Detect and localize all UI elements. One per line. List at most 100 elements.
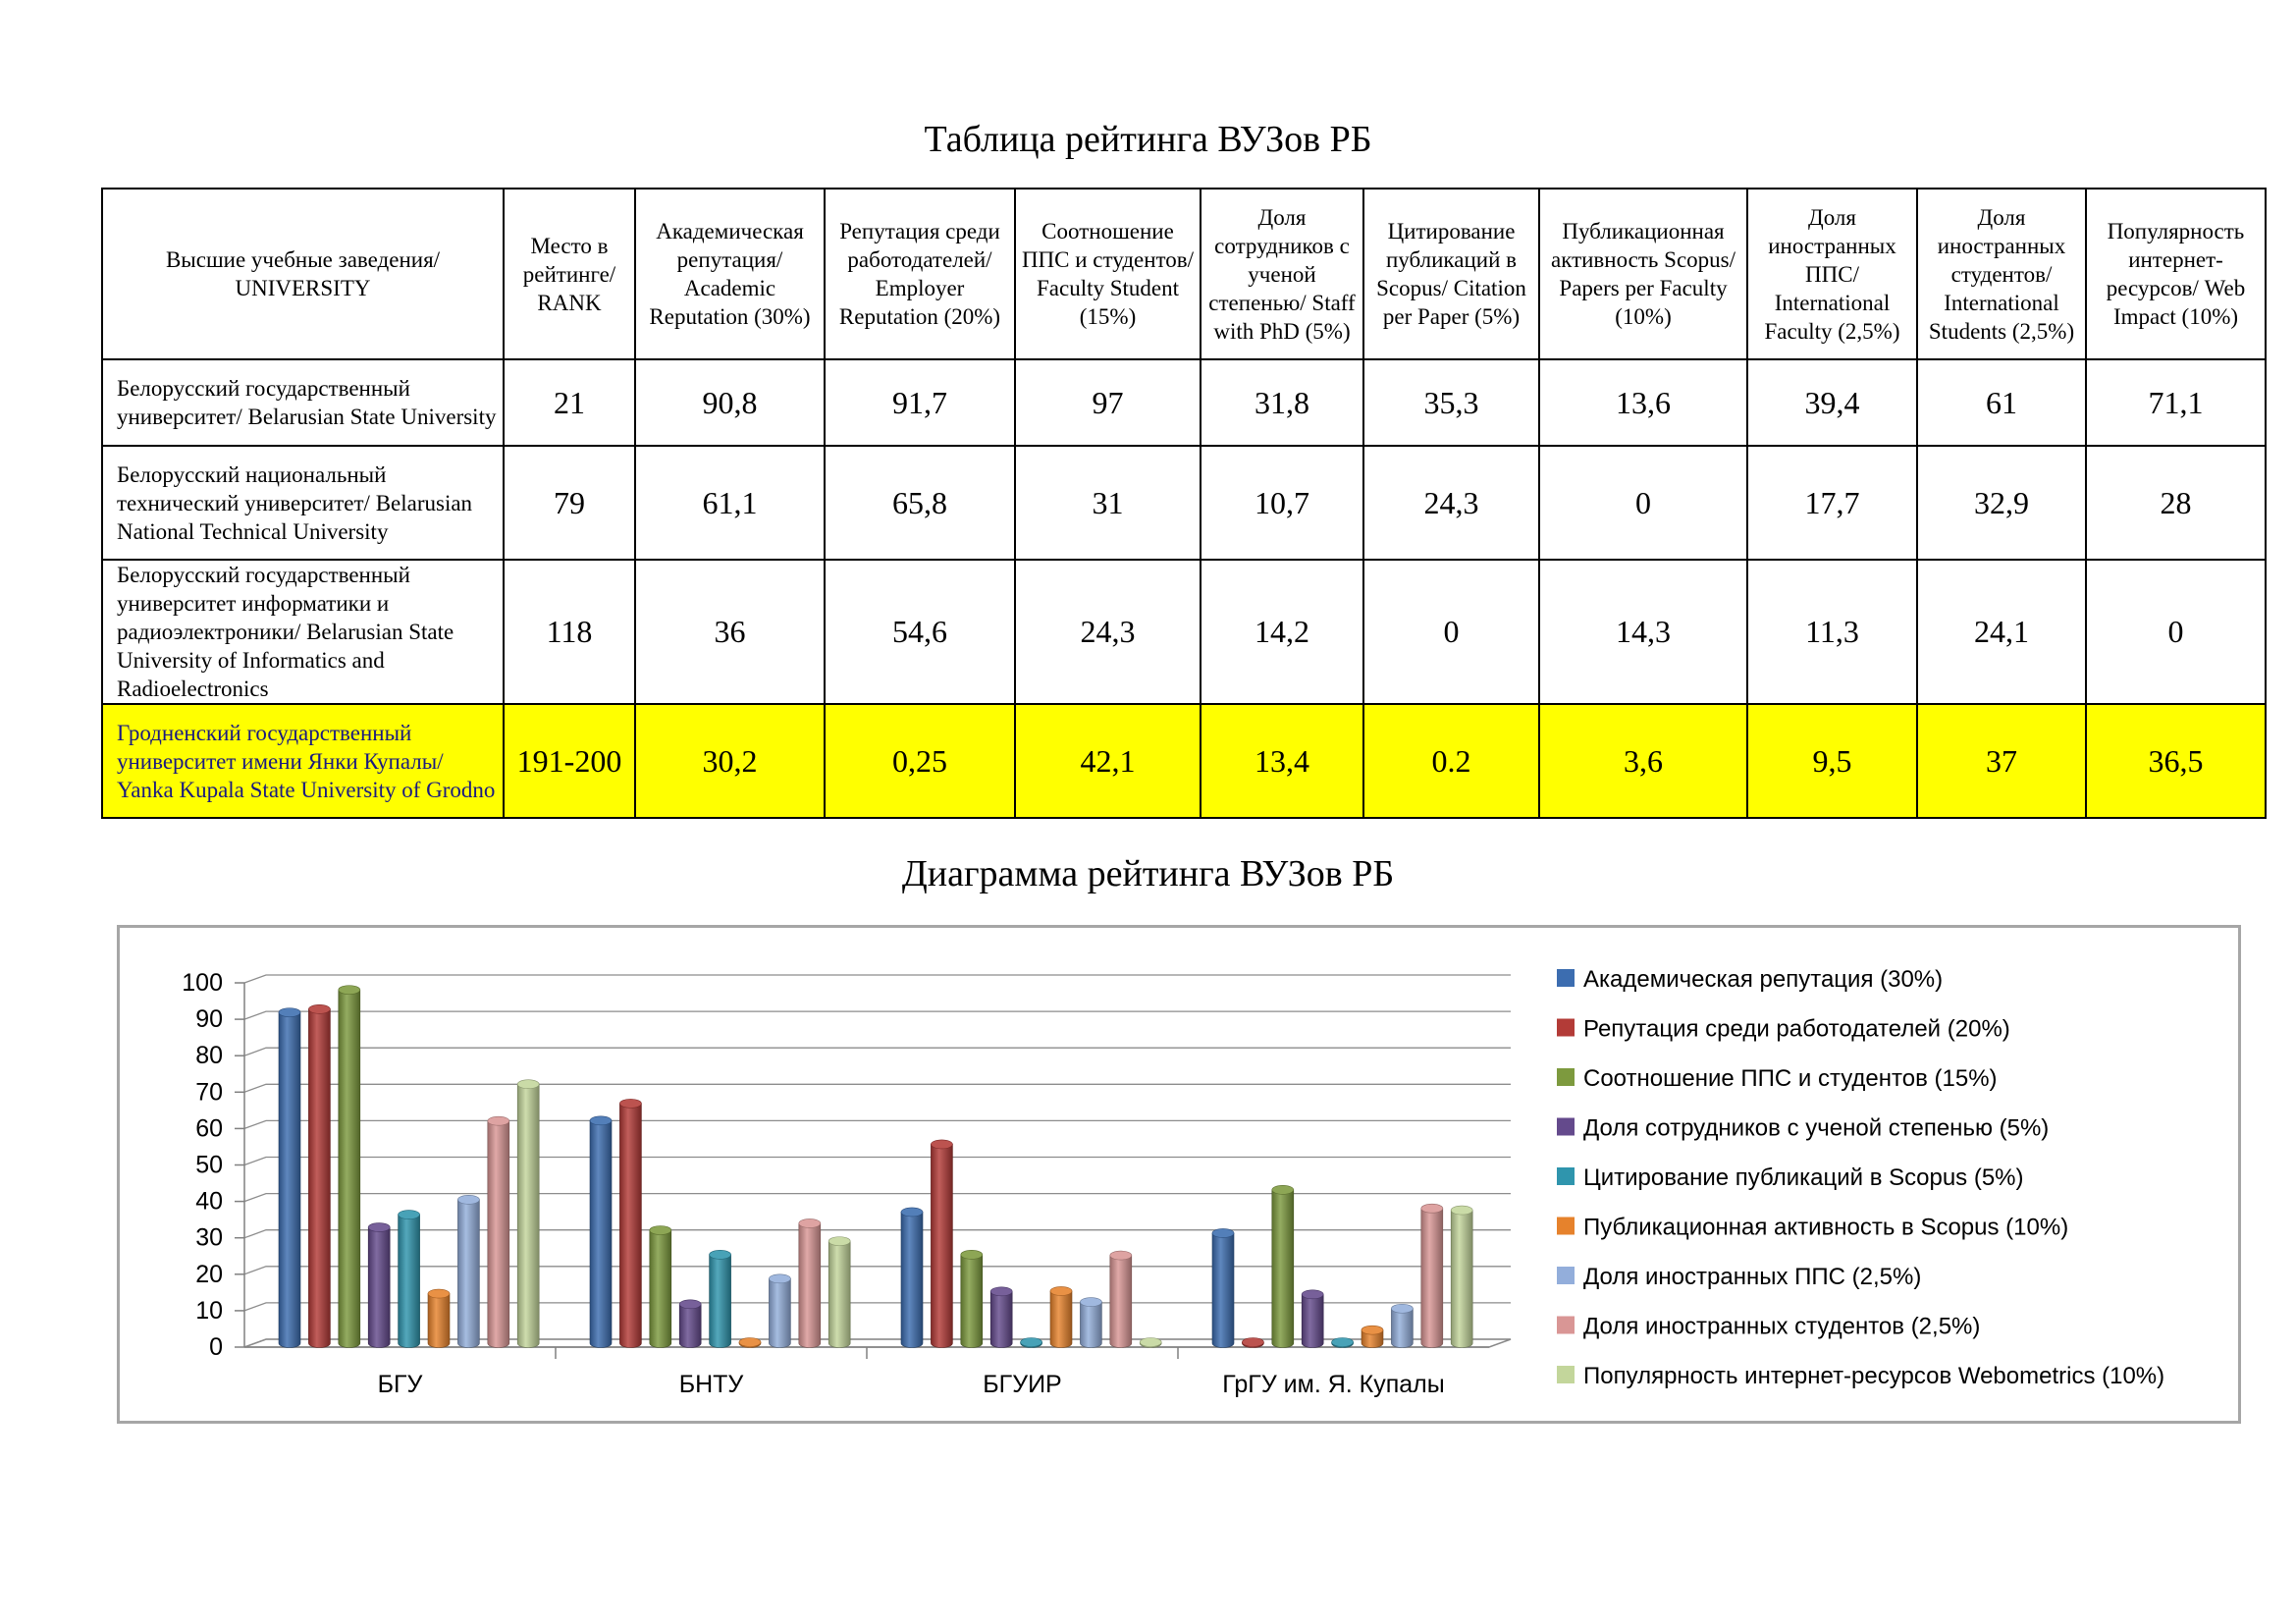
legend-swatch xyxy=(1557,1018,1575,1037)
bar-cap xyxy=(338,985,361,995)
legend-label: Репутация среди работодателей (20%) xyxy=(1583,1016,2010,1043)
bar xyxy=(308,1008,331,1348)
bar xyxy=(427,1293,451,1348)
bar xyxy=(1211,1232,1235,1348)
cell-value: 0.2 xyxy=(1362,703,1540,819)
legend-swatch xyxy=(1557,969,1575,987)
header-rank: Место в рейтинге/ RANK xyxy=(503,188,636,360)
cell-value: 36,5 xyxy=(2085,703,2267,819)
cell-value: 65,8 xyxy=(824,445,1016,561)
bar xyxy=(619,1103,642,1348)
cell-value: 14,3 xyxy=(1538,559,1748,705)
bar xyxy=(367,1226,391,1348)
chart-wall xyxy=(244,975,1511,1347)
ranking-table: Высшие учебные заведения/ UNIVERSITY Мес… xyxy=(101,188,2267,819)
cell-value: 31,8 xyxy=(1200,358,1364,447)
x-tick-label: БГУ xyxy=(378,1371,423,1398)
cell-value: 13,4 xyxy=(1200,703,1364,819)
cell-value: 0 xyxy=(2085,559,2267,705)
cell-value: 21 xyxy=(503,358,636,447)
bar-cap xyxy=(516,1079,540,1090)
cell-value: 97 xyxy=(1014,358,1201,447)
header-citation: Цитирование публикаций в Scopus/ Citatio… xyxy=(1362,188,1540,360)
legend-label: Соотношение ППС и студентов (15%) xyxy=(1583,1065,1998,1092)
header-staff-phd: Доля сотрудников с ученой степенью/ Staf… xyxy=(1200,188,1364,360)
cell-value: 31 xyxy=(1014,445,1201,561)
cell-value: 3,6 xyxy=(1538,703,1748,819)
table-row: Белорусский государственный университет/… xyxy=(101,358,2267,447)
y-tick-label: 60 xyxy=(195,1114,223,1142)
header-web-impact: Популярность интернет-ресурсов/ Web Impa… xyxy=(2085,188,2267,360)
bar xyxy=(989,1291,1013,1348)
cell-value: 10,7 xyxy=(1200,445,1364,561)
cell-value: 54,6 xyxy=(824,559,1016,705)
legend-swatch xyxy=(1557,1366,1575,1383)
bar-cap xyxy=(1139,1337,1162,1347)
bar-cap xyxy=(589,1115,613,1126)
bar-cap xyxy=(487,1115,510,1126)
bar xyxy=(1271,1189,1295,1348)
bar-cap xyxy=(427,1288,451,1299)
bar xyxy=(678,1304,702,1348)
cell-value: 118 xyxy=(503,559,636,705)
cell-value: 91,7 xyxy=(824,358,1016,447)
gridline xyxy=(243,1047,1511,1056)
legend-label: Академическая репутация (30%) xyxy=(1583,966,1943,993)
bar-cap xyxy=(828,1236,851,1246)
bar xyxy=(338,989,361,1348)
bar-cap xyxy=(900,1207,924,1218)
bar xyxy=(1301,1293,1324,1348)
bar-cap xyxy=(738,1337,762,1347)
table-title: Таблица рейтинга ВУЗов РБ xyxy=(924,119,1372,160)
bar-cap xyxy=(1242,1337,1264,1347)
bar-cap xyxy=(678,1299,702,1310)
bar-cap xyxy=(1361,1325,1384,1335)
cell-value: 24,1 xyxy=(1916,559,2087,705)
header-papers: Публикационная активность Scopus/ Papers… xyxy=(1538,188,1748,360)
legend-swatch xyxy=(1557,1316,1575,1334)
header-faculty-student: Соотношение ППС и студентов/ Faculty Stu… xyxy=(1014,188,1201,360)
bar-cap xyxy=(1450,1205,1473,1216)
bar xyxy=(709,1254,731,1348)
cell-value: 14,2 xyxy=(1200,559,1364,705)
legend-swatch xyxy=(1557,1217,1575,1235)
gridline xyxy=(243,1192,1511,1203)
cell-value: 24,3 xyxy=(1362,445,1540,561)
bar-cap xyxy=(1049,1286,1073,1296)
cell-value: 9,5 xyxy=(1746,703,1918,819)
y-tick-label: 0 xyxy=(209,1333,223,1361)
bar xyxy=(649,1229,672,1348)
header-university: Высшие учебные заведения/ UNIVERSITY xyxy=(101,188,505,360)
chart-title: Диаграмма рейтинга ВУЗов РБ xyxy=(901,853,1395,894)
table-row-highlighted: Гродненский государственный университет … xyxy=(101,703,2267,819)
bar xyxy=(1420,1208,1444,1348)
y-tick-label: 10 xyxy=(195,1297,223,1325)
y-tick-label: 50 xyxy=(195,1152,223,1179)
legend-label: Доля иностранных студентов (2,5%) xyxy=(1583,1314,1980,1340)
cell-value: 71,1 xyxy=(2085,358,2267,447)
legend-swatch xyxy=(1557,1068,1575,1086)
header-intl-faculty: Доля иностранных ППС/ International Facu… xyxy=(1746,188,1918,360)
bar-cap xyxy=(1109,1250,1133,1261)
bar xyxy=(1109,1255,1133,1348)
bar-cap xyxy=(989,1286,1013,1297)
bar xyxy=(487,1120,510,1348)
cell-university: Гродненский государственный университет … xyxy=(101,703,505,819)
y-tick-label: 30 xyxy=(195,1224,223,1252)
gridline xyxy=(243,1229,1511,1239)
bar-cap xyxy=(367,1222,391,1232)
bar xyxy=(960,1254,984,1348)
legend-label: Доля иностранных ППС (2,5%) xyxy=(1583,1264,1921,1290)
bar xyxy=(1080,1301,1102,1348)
bar xyxy=(828,1240,851,1348)
x-tick-label: БГУИР xyxy=(983,1371,1061,1398)
bar-cap xyxy=(709,1250,731,1260)
cell-value: 11,3 xyxy=(1746,559,1918,705)
cell-value: 61,1 xyxy=(634,445,826,561)
cell-value: 36 xyxy=(634,559,826,705)
gridline xyxy=(243,1010,1511,1020)
bar xyxy=(931,1144,953,1348)
bar xyxy=(278,1011,301,1348)
y-tick-label: 70 xyxy=(195,1078,223,1106)
legend-label: Цитирование публикаций в Scopus (5%) xyxy=(1583,1164,2024,1191)
